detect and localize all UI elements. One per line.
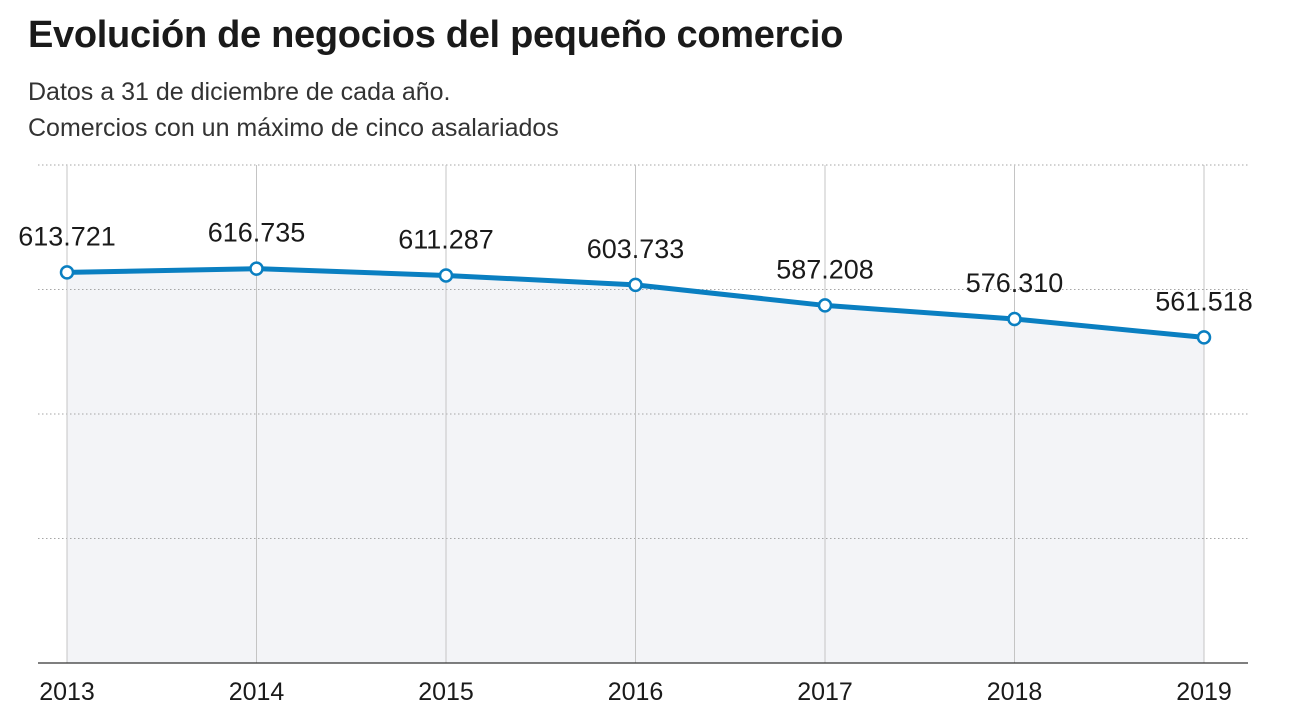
x-tick-label: 2013 bbox=[39, 678, 95, 706]
chart-subtitle-line-1: Datos a 31 de diciembre de cada año. bbox=[28, 78, 451, 106]
x-tick-label: 2014 bbox=[229, 678, 285, 706]
data-label: 587.208 bbox=[776, 254, 874, 284]
data-label: 561.518 bbox=[1155, 286, 1253, 316]
data-point bbox=[438, 268, 454, 283]
data-point bbox=[249, 261, 264, 276]
x-tick-label: 2015 bbox=[418, 678, 474, 706]
x-tick-label: 2016 bbox=[608, 678, 664, 706]
data-point bbox=[59, 265, 75, 280]
data-label: 576.310 bbox=[966, 268, 1064, 298]
data-label: 603.733 bbox=[587, 234, 685, 264]
data-point bbox=[1196, 330, 1212, 345]
data-point bbox=[1007, 311, 1022, 327]
x-tick-label: 2019 bbox=[1176, 678, 1232, 706]
chart-subtitle-line-2: Comercios con un máximo de cinco asalari… bbox=[28, 114, 559, 142]
x-tick-label: 2018 bbox=[987, 678, 1043, 706]
data-point bbox=[628, 277, 643, 293]
chart-title: Evolución de negocios del pequeño comerc… bbox=[28, 14, 844, 56]
x-tick-label: 2017 bbox=[797, 678, 853, 706]
data-label: 611.287 bbox=[398, 224, 494, 254]
data-point bbox=[817, 298, 833, 313]
data-label: 613.721 bbox=[18, 221, 116, 251]
data-label: 616.735 bbox=[208, 218, 306, 248]
